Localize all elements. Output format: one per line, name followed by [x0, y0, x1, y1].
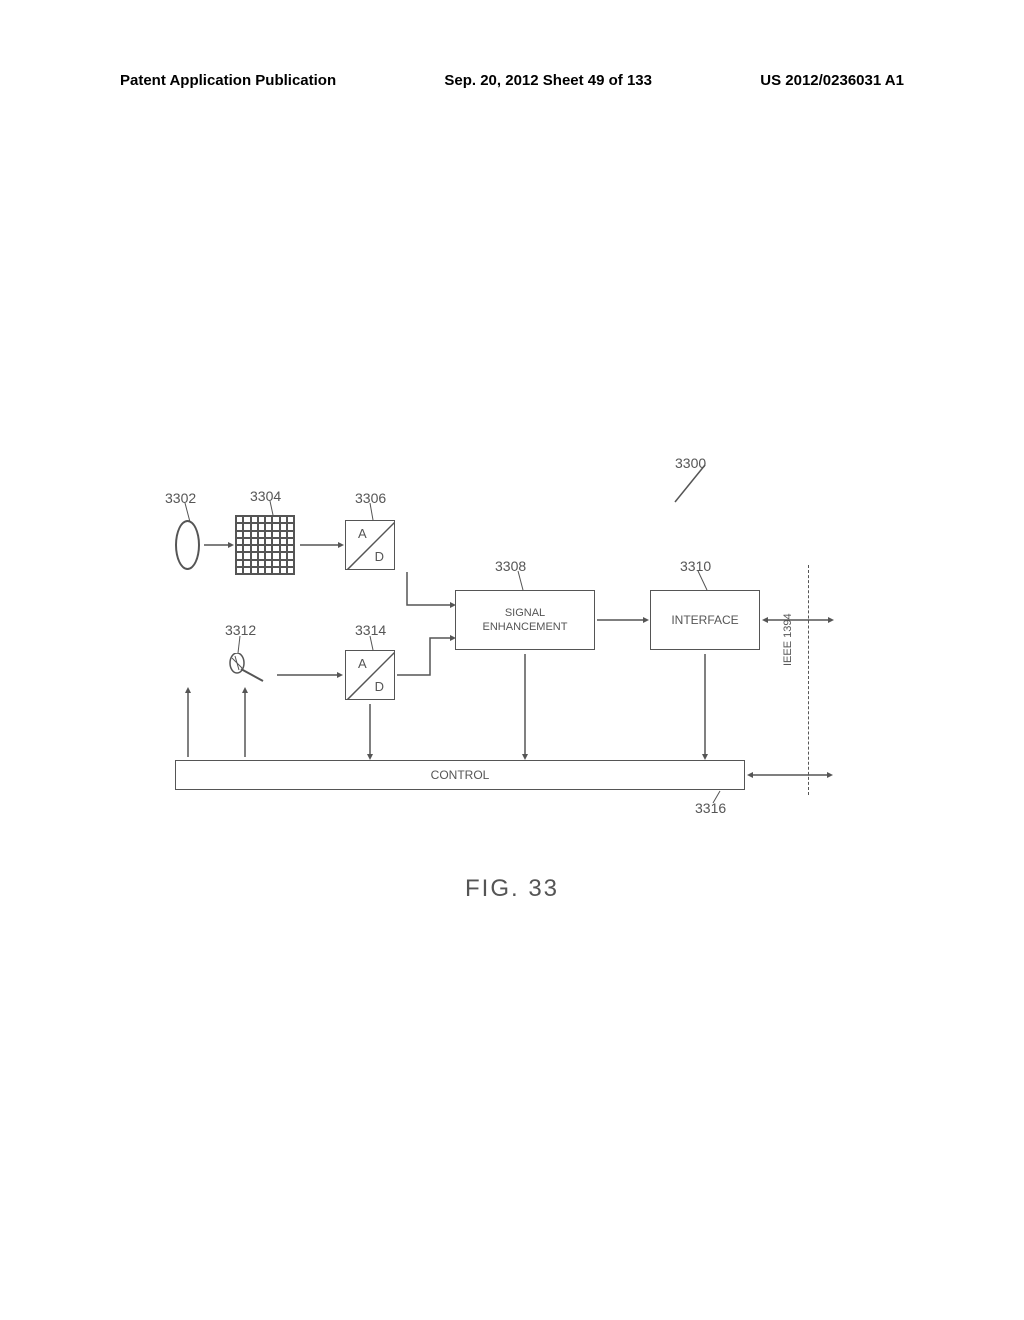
arrow-lens-grid [202, 540, 237, 550]
ad-label-d: D [375, 679, 384, 694]
signal-enhancement-label: SIGNAL ENHANCEMENT [483, 606, 568, 635]
ad-label-a: A [358, 526, 367, 541]
lens-icon [175, 520, 200, 570]
lead-line-3308 [515, 568, 530, 593]
control-label: CONTROL [431, 768, 490, 782]
arrow-control-lens [183, 685, 193, 763]
lead-line-3314 [365, 633, 380, 653]
arrow-ad-signal-bottom [395, 630, 460, 680]
lead-line-3310 [695, 568, 715, 593]
interface-label: INTERFACE [671, 613, 738, 627]
lead-line-3304 [265, 498, 280, 518]
header-right: US 2012/0236031 A1 [760, 72, 904, 89]
arrow-grid-ad [298, 540, 348, 550]
arrow-signal-interface [595, 615, 653, 625]
arrow-mic-ad [275, 670, 347, 680]
ad-label-d: D [375, 549, 384, 564]
arrow-interface-out [760, 615, 835, 625]
lead-line-3302 [180, 500, 195, 525]
lead-line-3306 [365, 500, 380, 522]
header-left: Patent Application Publication [120, 72, 336, 89]
arrow-interface-control [700, 652, 710, 762]
header-center: Sep. 20, 2012 Sheet 49 of 133 [444, 72, 652, 89]
figure-label: FIG. 33 [0, 875, 1024, 903]
control-block: CONTROL [175, 760, 745, 790]
ieee-line [808, 565, 809, 795]
ad-label-a: A [358, 656, 367, 671]
ad-converter-bottom: A D [345, 650, 395, 700]
arrow-ad-signal-top [395, 570, 460, 615]
lead-line-3312 [235, 633, 250, 658]
arrow-control-mic [240, 685, 250, 763]
sensor-grid-icon [235, 515, 295, 575]
lead-line-3300 [650, 460, 720, 510]
ad-diagonal-icon [346, 521, 394, 569]
interface-block: INTERFACE [650, 590, 760, 650]
lead-line-3316 [710, 788, 730, 808]
signal-enhancement-block: SIGNAL ENHANCEMENT [455, 590, 595, 650]
ad-converter-top: A D [345, 520, 395, 570]
arrow-signal-control [520, 652, 530, 762]
microphone-icon [225, 653, 275, 683]
ad-diagonal-icon [346, 651, 394, 699]
arrow-ad-control [365, 702, 375, 762]
diagram: 3300 3302 3304 A D 3306 SIGNAL ENHANCEME… [170, 470, 870, 850]
arrow-control-out [745, 770, 835, 780]
